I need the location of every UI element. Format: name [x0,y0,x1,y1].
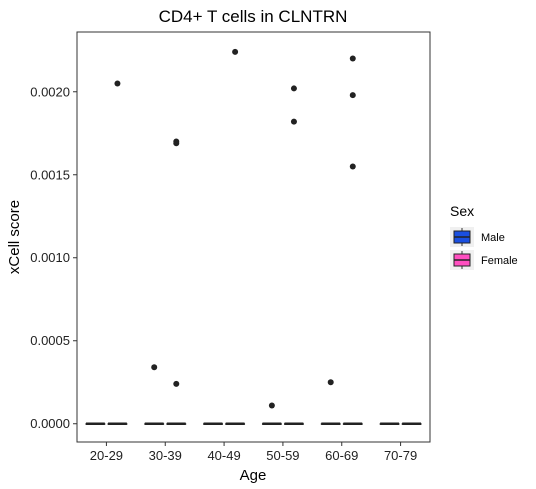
legend-title: Sex [450,203,474,219]
chart-title: CD4+ T cells in CLNTRN [159,7,348,26]
x-tick-label: 40-49 [207,448,240,463]
outlier-point [232,48,239,55]
boxplots [85,422,422,425]
outlier-point [290,85,297,92]
outlier-point [268,402,275,409]
legend: Sex Male Female [450,203,518,270]
outlier-point [327,379,334,386]
y-tick-label: 0.0010 [30,250,70,265]
outlier-points [114,48,356,409]
legend-item-male: Male [450,227,505,247]
x-tick-label: 20-29 [90,448,123,463]
legend-item-female: Female [450,250,518,270]
y-axis-title: xCell score [6,200,23,274]
plot-panel [76,31,431,443]
outlier-point [349,163,356,170]
outlier-point [114,80,121,87]
x-tick-label: 30-39 [149,448,182,463]
y-axis: 0.0000 0.0005 0.0010 0.0015 0.0020 [30,84,77,431]
y-tick-label: 0.0020 [30,84,70,99]
outlier-point [349,55,356,62]
x-axis: 20-29 30-39 40-49 50-59 60-69 70-79 [90,442,417,463]
y-tick-label: 0.0015 [30,167,70,182]
outlier-point [151,364,158,371]
x-tick-label: 70-79 [384,448,417,463]
legend-label: Male [481,232,505,244]
x-axis-title: Age [240,467,267,484]
y-tick-label: 0.0005 [30,333,70,348]
legend-label: Female [481,255,518,267]
outlier-point [173,380,180,387]
outlier-point [349,92,356,99]
y-tick-label: 0.0000 [30,416,70,431]
x-tick-label: 50-59 [266,448,299,463]
x-tick-label: 60-69 [325,448,358,463]
outlier-point [173,138,180,145]
outlier-point [290,118,297,125]
